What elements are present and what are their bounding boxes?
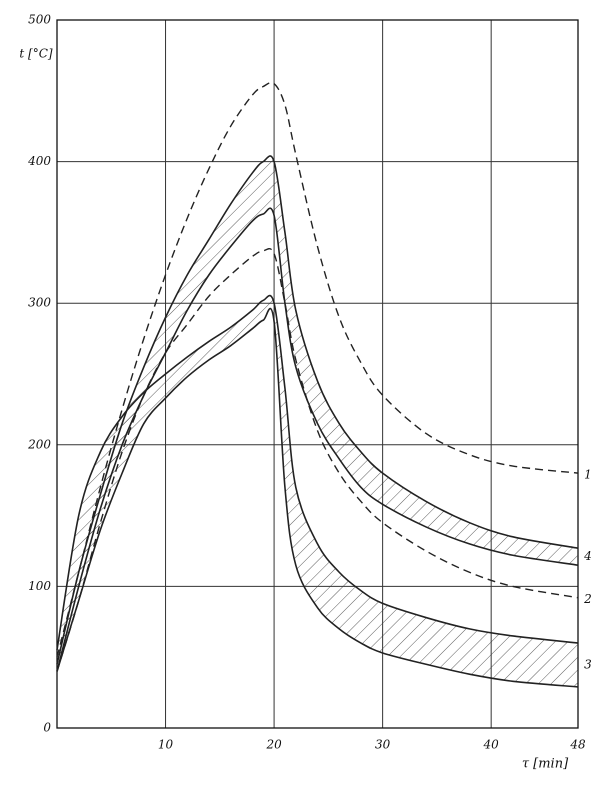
series-label: 1 [584, 468, 592, 482]
x-axis-title: τ [min] [522, 757, 569, 772]
x-tick-label: 30 [375, 738, 391, 752]
x-tick-label: 48 [569, 738, 586, 752]
y-tick-label: 0 [43, 721, 51, 735]
y-tick-label: 300 [28, 296, 51, 310]
band-lower-line [56, 207, 579, 672]
x-tick-label: 20 [265, 738, 282, 752]
band-area [57, 155, 578, 672]
series-label: 4 [583, 549, 592, 563]
x-tick-label: 10 [158, 738, 174, 752]
curve [56, 81, 579, 658]
band-lower-line [56, 307, 579, 688]
y-tick-label: 200 [27, 437, 51, 451]
y-axis-title: t [°C] [19, 47, 53, 61]
curve [56, 248, 579, 672]
y-tick-label: 100 [28, 579, 51, 593]
series-label: 3 [584, 657, 592, 671]
series-label: 2 [583, 592, 592, 606]
band-upper-line [56, 155, 579, 665]
x-tick-label: 40 [483, 738, 500, 752]
y-tick-label: 400 [27, 154, 51, 168]
plot-frame [56, 19, 579, 729]
y-tick-label: 500 [28, 13, 51, 27]
band-upper-line [56, 294, 579, 651]
band-area [57, 295, 578, 687]
